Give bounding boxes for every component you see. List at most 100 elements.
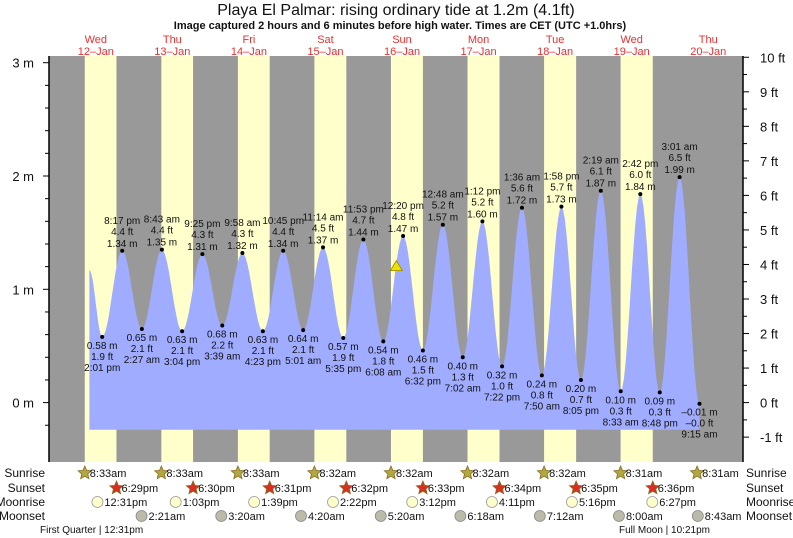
moonset-time: 8:00am (626, 511, 663, 523)
day-date-label: 12–Jan (78, 46, 114, 58)
low-tide-time-label: 7:22 pm (484, 392, 520, 403)
low-tide-ft-label: 0.8 ft (531, 390, 553, 401)
low-tide-ft-label: 1.9 ft (332, 353, 354, 364)
tide-extreme-dot (697, 401, 702, 406)
sunset-row-label-right: Sunset (746, 481, 784, 495)
moonrise-icon (248, 496, 261, 508)
low-tide-time-label: 8:05 pm (563, 406, 599, 417)
moonset-icon (295, 510, 307, 522)
sunset-icon (108, 479, 125, 495)
moonset-time: 8:43am (705, 511, 742, 523)
moonset-time: 3:20am (228, 511, 265, 523)
sunrise-icon (230, 464, 246, 480)
high-tide-ft-label: 6.1 ft (590, 167, 612, 178)
moonset-icon (613, 510, 625, 522)
sunrise-icon (459, 464, 476, 480)
day-date-label: 19–Jan (614, 46, 650, 58)
high-tide-time-label: 11:53 pm (343, 204, 384, 215)
tide-extreme-labels: 0.58 m1.9 ft2:01 pm8:17 pm4.4 ft1.34 m0.… (84, 142, 717, 441)
tide-extreme-dot (220, 323, 225, 328)
chart-subtitle: Image captured 2 hours and 6 minutes bef… (174, 20, 627, 32)
left-axis-tick-label: 3 m (12, 56, 34, 71)
sunrise-row-label-right: Sunrise (746, 466, 787, 480)
tide-extreme-dot (401, 234, 406, 239)
moonrise-time: 12:31pm (104, 497, 147, 509)
moonset-icon (533, 510, 546, 522)
low-tide-time-label: 3:39 am (204, 352, 240, 363)
high-tide-m-label: 1.60 m (467, 209, 498, 220)
moonrise-time: 1:39pm (261, 497, 298, 509)
right-axis-tick-label: 7 ft (760, 154, 778, 169)
tide-level-area (89, 177, 700, 430)
high-tide-m-label: 1.31 m (187, 242, 218, 253)
low-tide-ft-label: 0.3 ft (649, 407, 671, 418)
moonrise-icon (646, 496, 659, 508)
low-tide-time-label: 5:35 pm (325, 364, 361, 375)
moonrise-time: 2:22pm (340, 497, 377, 509)
moonrise-icon (406, 496, 419, 508)
low-tide-time-label: 5:01 am (285, 356, 321, 367)
tide-extreme-dot (139, 326, 144, 331)
day-date-label: 18–Jan (537, 46, 573, 58)
tide-extreme-dot (180, 329, 185, 334)
low-tide-ft-label: 1.0 ft (491, 381, 513, 392)
moonrise-time: 3:12pm (419, 497, 456, 509)
low-tide-m-label: 0.40 m (447, 361, 478, 372)
high-tide-ft-label: 5.2 ft (471, 197, 493, 208)
high-tide-ft-label: 4.8 ft (392, 212, 414, 223)
low-tide-ft-label: –0.0 ft (686, 419, 714, 430)
tide-extreme-dot (440, 222, 445, 227)
day-date-label: 17–Jan (461, 46, 497, 58)
right-axis-tick-label: 5 ft (760, 223, 778, 238)
sunrise-icon (306, 464, 323, 480)
moonrise-row-label: Moonrise (0, 495, 45, 509)
high-tide-time-label: 8:17 pm (104, 216, 140, 227)
day-weekday-label: Wed (85, 34, 107, 46)
high-tide-m-label: 1.57 m (428, 213, 459, 224)
moonset-time: 5:20am (388, 511, 425, 523)
moon-phase-label: Full Moon | 10:21pm (619, 525, 710, 536)
sunrise-time: 8:32am (319, 468, 356, 480)
tide-area (89, 177, 700, 430)
high-tide-ft-label: 4.3 ft (191, 230, 213, 241)
moonrise-icon (91, 496, 104, 508)
tide-extreme-dot (598, 188, 603, 193)
low-tide-time-label: 8:33 am (603, 417, 639, 428)
day-weekday-label: Thu (699, 34, 718, 46)
axes: 0 m 1 m 2 m 3 m -1 ft 0 ft 1 ft 2 ft 3 ft 4 ft 5 f… (12, 50, 786, 462)
high-tide-m-label: 1.44 m (348, 227, 379, 238)
right-axis-tick-label: 3 ft (760, 292, 778, 307)
high-tide-ft-label: 5.2 ft (432, 201, 454, 212)
low-tide-time-label: 9:15 am (681, 430, 717, 441)
low-tide-m-label: 0.20 m (566, 384, 597, 395)
high-tide-time-label: 12:20 pm (382, 201, 424, 212)
sunrise-time: 8:33am (90, 468, 127, 480)
right-axis-tick-label: 6 ft (760, 188, 778, 203)
sunset-time: 6:35pm (581, 483, 618, 495)
low-tide-time-label: 4:23 pm (245, 357, 281, 368)
low-tide-time-label: 7:02 am (445, 383, 481, 394)
moonrise-time: 5:16pm (579, 497, 616, 509)
low-tide-m-label: 0.63 m (248, 335, 279, 346)
day-weekday-label: Tue (546, 34, 565, 46)
high-tide-ft-label: 4.3 ft (231, 229, 253, 240)
high-tide-ft-label: 6.0 ft (629, 170, 651, 181)
moonrise-icon (486, 496, 498, 508)
moonset-row-label: Moonset (0, 509, 46, 523)
low-tide-m-label: 0.68 m (207, 330, 238, 341)
sunrise-time: 8:31am (626, 468, 663, 480)
moonrise-row-label-right: Moonrise (746, 495, 793, 509)
moonset-time: 7:12am (547, 511, 584, 523)
low-tide-time-label: 7:50 am (524, 401, 560, 412)
sunrise-time: 8:33am (243, 468, 280, 480)
sunset-icon (262, 479, 278, 495)
sunset-icon (338, 479, 354, 495)
high-tide-m-label: 1.99 m (664, 165, 695, 176)
high-tide-m-label: 1.47 m (388, 224, 419, 235)
low-tide-m-label: 0.58 m (87, 341, 118, 352)
tide-extreme-dot (480, 219, 485, 224)
tide-extreme-dot (240, 251, 245, 256)
right-axis-tick-label: 4 ft (760, 257, 778, 272)
high-tide-time-label: 9:58 am (224, 218, 260, 229)
low-tide-time-label: 3:04 pm (164, 357, 200, 368)
